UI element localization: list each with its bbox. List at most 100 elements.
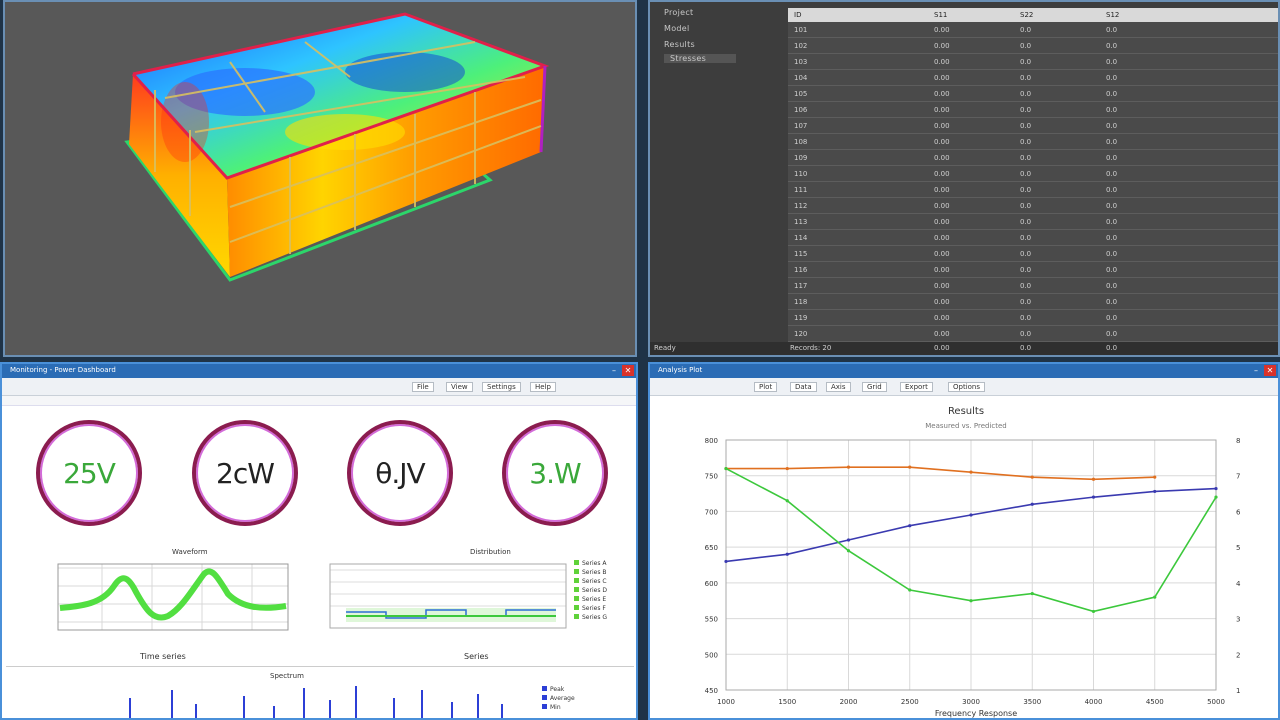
close-icon[interactable]: ✕: [622, 365, 634, 376]
window-titlebar[interactable]: Monitoring - Power Dashboard – ✕: [2, 364, 636, 378]
table-row[interactable]: 111 0.00 0.0 0.0: [788, 182, 1278, 198]
column-header[interactable]: S12: [1106, 11, 1120, 19]
table-row[interactable]: 117 0.00 0.0 0.0: [788, 278, 1278, 294]
table-cell: 0.00: [934, 74, 950, 82]
table-cell: 0.0: [1106, 218, 1118, 226]
window-title: Analysis Plot: [658, 366, 703, 374]
minimize-icon[interactable]: –: [612, 366, 616, 375]
toolbar-button[interactable]: File: [412, 382, 434, 392]
table-cell: 0.0: [1020, 330, 1032, 338]
status-text: Records: 20: [790, 344, 832, 352]
tree-item[interactable]: Project: [664, 8, 694, 17]
data-point: [1214, 486, 1218, 491]
close-icon[interactable]: ✕: [1264, 365, 1276, 376]
line-chart[interactable]: Results Measured vs. Predicted 800 8 750 7 7…: [650, 398, 1278, 718]
table-row[interactable]: 108 0.00 0.0 0.0: [788, 134, 1278, 150]
status-text: 0.0: [1106, 344, 1118, 352]
toolbar-button[interactable]: Plot: [754, 382, 778, 392]
table-cell: 0.0: [1020, 234, 1032, 242]
table-row[interactable]: 107 0.00 0.0 0.0: [788, 118, 1278, 134]
table-row[interactable]: 104 0.00 0.0 0.0: [788, 70, 1278, 86]
data-point: [1153, 475, 1157, 479]
table-cell: 117: [794, 282, 808, 290]
column-header[interactable]: S11: [934, 11, 948, 19]
table-cell: 0.00: [934, 330, 950, 338]
y2-tick-label: 3: [1236, 616, 1240, 624]
voltage-gauge: 25V: [36, 420, 142, 526]
minimize-icon[interactable]: –: [1254, 366, 1258, 375]
tree-item-selected[interactable]: Stresses: [664, 54, 737, 63]
table-row[interactable]: 103 0.00 0.0 0.0: [788, 54, 1278, 70]
table-row[interactable]: 114 0.00 0.0 0.0: [788, 230, 1278, 246]
voltage-gauge: θ.JV: [347, 420, 453, 526]
data-point: [1091, 477, 1096, 481]
table-cell: 0.0: [1020, 74, 1032, 82]
chart-title: Waveform: [172, 548, 208, 556]
y-tick-label: 600: [705, 580, 718, 588]
toolbar: Plot Data Axis Grid Export Options: [650, 378, 1278, 396]
table-row[interactable]: 101 0.00 0.0 0.0: [788, 22, 1278, 38]
table-cell: 120: [794, 330, 808, 338]
table-row[interactable]: 119 0.00 0.0 0.0: [788, 310, 1278, 326]
table-row[interactable]: 120 0.00 0.0 0.0: [788, 326, 1278, 342]
y2-tick-label: 5: [1236, 544, 1240, 552]
table-cell: 0.0: [1020, 138, 1032, 146]
results-grid[interactable]: ID S11 S22 S12 101 0.00 0.0 0.0 102 0.00 0.0 0.…: [788, 8, 1278, 342]
toolbar-button[interactable]: Grid: [862, 382, 887, 392]
table-row[interactable]: 102 0.00 0.0 0.0: [788, 38, 1278, 54]
dashboard-window: Monitoring - Power Dashboard – ✕ File Vi…: [0, 362, 638, 720]
chart-title: Results: [948, 406, 984, 417]
data-point: [1030, 591, 1034, 596]
table-cell: 104: [794, 74, 808, 82]
data-point: [1153, 489, 1157, 494]
toolbar-button[interactable]: Settings: [482, 382, 521, 392]
toolbar-button[interactable]: Export: [900, 382, 933, 392]
legend-item: Average: [542, 695, 575, 702]
table-row[interactable]: 118 0.00 0.0 0.0: [788, 294, 1278, 310]
legend-item: Series F: [574, 605, 607, 612]
power-gauge: 2cW: [192, 420, 298, 526]
table-cell: 0.00: [934, 42, 950, 50]
column-header[interactable]: ID: [794, 11, 802, 19]
toolbar-button[interactable]: Axis: [826, 382, 851, 392]
toolbar-button[interactable]: Help: [530, 382, 556, 392]
y-tick-label: 750: [705, 473, 718, 481]
table-cell: 110: [794, 170, 808, 178]
table-row[interactable]: 112 0.00 0.0 0.0: [788, 198, 1278, 214]
plot-grid: [725, 439, 1217, 691]
table-cell: 0.00: [934, 298, 950, 306]
toolbar-button[interactable]: Data: [790, 382, 817, 392]
window-titlebar[interactable]: Analysis Plot – ✕: [650, 364, 1278, 378]
table-row[interactable]: 106 0.00 0.0 0.0: [788, 102, 1278, 118]
results-table-window: Project Model Results Stresses ID S11 S2…: [648, 0, 1280, 357]
status-text: 0.0: [1020, 344, 1032, 352]
table-row[interactable]: 110 0.00 0.0 0.0: [788, 166, 1278, 182]
table-cell: 0.00: [934, 202, 950, 210]
tree-item[interactable]: Results: [664, 40, 695, 49]
toolbar-button[interactable]: View: [446, 382, 473, 392]
table-row[interactable]: 105 0.00 0.0 0.0: [788, 86, 1278, 102]
column-header[interactable]: S22: [1020, 11, 1034, 19]
y2-tick-label: 7: [1236, 473, 1240, 481]
x-axis-label: Frequency Response: [935, 709, 1017, 718]
tree-item[interactable]: Model: [664, 24, 690, 33]
table-row[interactable]: 109 0.00 0.0 0.0: [788, 150, 1278, 166]
table-cell: 113: [794, 218, 808, 226]
table-cell: 0.0: [1020, 282, 1032, 290]
data-point: [908, 588, 912, 592]
y-tick-label: 650: [705, 544, 718, 552]
x-tick-label: 1500: [778, 698, 796, 706]
status-text: Ready: [654, 344, 676, 352]
data-point: [846, 465, 851, 469]
table-row[interactable]: 113 0.00 0.0 0.0: [788, 214, 1278, 230]
3d-viewport[interactable]: [3, 0, 637, 357]
legend-item: Series D: [574, 587, 607, 594]
table-cell: 0.0: [1106, 90, 1118, 98]
table-cell: 0.0: [1020, 154, 1032, 162]
table-row[interactable]: 116 0.00 0.0 0.0: [788, 262, 1278, 278]
toolbar-button[interactable]: Options: [948, 382, 986, 392]
status-bar: Ready Records: 20 0.00 0.0 0.0: [650, 342, 1278, 355]
table-row[interactable]: 115 0.00 0.0 0.0: [788, 246, 1278, 262]
data-point: [785, 466, 789, 471]
